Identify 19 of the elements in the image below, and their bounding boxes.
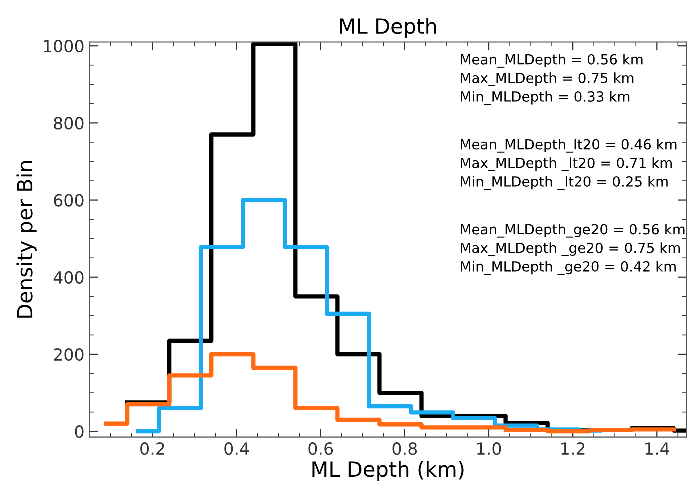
annotation: Mean_MLDepth = 0.56 km Max_MLDepth = 0.75 km Min_MLDepth = 0.33 km [461, 54, 643, 106]
x-tick-label: 0.8 [392, 442, 418, 456]
chart-title: ML Depth [340, 18, 436, 38]
x-tick-label: 0.4 [224, 442, 250, 456]
y-tick-label: 800 [54, 117, 84, 130]
y-tick-label: 200 [54, 348, 84, 362]
y-tick-label: 400 [54, 271, 84, 284]
y-axis-title: Density per Bin [16, 161, 37, 318]
x-tick-label: 1.4 [646, 442, 670, 455]
x-axis-title: ML Depth (km) [312, 461, 464, 482]
x-tick-label: 1.2 [562, 442, 585, 455]
y-tick-label: 600 [54, 194, 84, 207]
x-tick-label: 0.6 [308, 442, 334, 456]
annotation: Mean_MLDepth_lt20 = 0.46 km Max_MLDepth _lt20 = 0.71 km Min_MLDepth _lt20 = 0.25 km [461, 139, 677, 190]
x-tick-label: 0.2 [140, 442, 164, 456]
x-tick-label: 1.0 [478, 442, 502, 456]
y-tick-label: 1000 [44, 40, 84, 53]
y-tick-label: 0 [75, 426, 84, 438]
annotation: Mean_MLDepth_ge20 = 0.56 km Max_MLDepth _ge20 = 0.75 km Min_MLDepth _ge20 = 0.42 km [461, 224, 685, 275]
